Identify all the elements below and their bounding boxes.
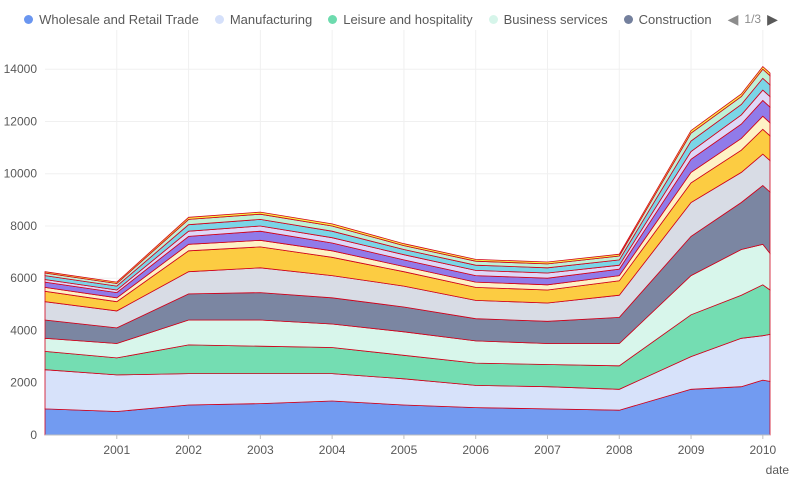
x-tick-label: 2006 [462, 443, 489, 457]
area-series-13[interactable] [44, 66, 771, 284]
area-series [44, 66, 771, 436]
x-tick-label: 2010 [749, 443, 776, 457]
y-tick-label: 4000 [10, 323, 37, 337]
triangle-right-icon[interactable]: ▶ [767, 10, 778, 27]
x-tick-label: 2003 [247, 443, 274, 457]
legend-marker [488, 14, 498, 24]
legend-label: Construction [638, 11, 712, 27]
y-tick-label: 14000 [4, 62, 38, 76]
x-tick-label: 2005 [391, 443, 418, 457]
legend-marker [24, 14, 34, 24]
x-tick-label: 2001 [103, 443, 130, 457]
legend-item[interactable]: Construction [623, 11, 712, 27]
x-axis-title: date [766, 463, 790, 477]
legend-item[interactable]: Business services [488, 11, 608, 27]
x-tick-label: 2002 [175, 443, 202, 457]
legend-marker [214, 14, 224, 24]
legend-item[interactable]: Leisure and hospitality [328, 11, 473, 27]
legend-marker [328, 14, 338, 24]
x-tick-label: 2008 [606, 443, 633, 457]
triangle-left-icon[interactable]: ◀ [727, 10, 739, 27]
x-tick-label: 2007 [534, 443, 561, 457]
legend-label: Wholesale and Retail Trade [39, 11, 199, 27]
legend: Wholesale and Retail Trade Manufacturing L… [0, 8, 800, 30]
x-tick-label: 2009 [678, 443, 705, 457]
legend-label: Manufacturing [229, 11, 313, 27]
y-tick-label: 0 [30, 428, 37, 442]
legend-item[interactable]: Manufacturing [214, 11, 313, 27]
legend-page-indicator: 1/3 [744, 12, 762, 26]
y-tick-label: 6000 [10, 271, 37, 285]
y-tick-label: 10000 [4, 167, 38, 181]
legend-items: Wholesale and Retail Trade Manufacturing L… [16, 12, 719, 27]
axes: 0 2000 4000 6000 8000 10000 12000 14000 2001 2002… [4, 62, 790, 477]
legend-label: Leisure and hospitality [343, 11, 473, 27]
y-tick-label: 2000 [10, 376, 37, 390]
x-tick-label: 2004 [319, 443, 346, 457]
legend-item[interactable]: Wholesale and Retail Trade [24, 12, 199, 27]
legend-label: Business services [503, 11, 608, 27]
y-tick-label: 8000 [10, 219, 37, 233]
legend-pager: ◀ 1/3 ▶ [722, 11, 784, 28]
legend-marker [623, 14, 633, 24]
y-tick-label: 12000 [4, 114, 38, 128]
